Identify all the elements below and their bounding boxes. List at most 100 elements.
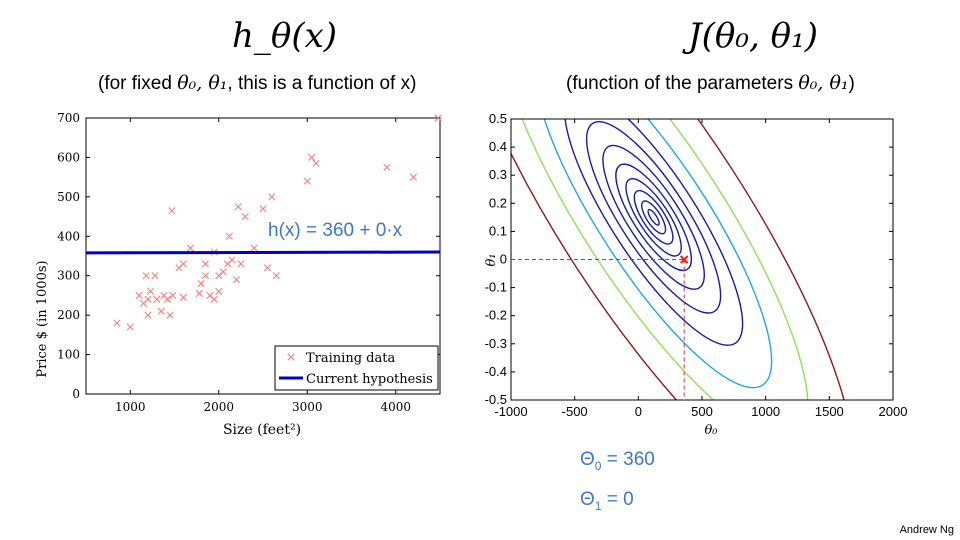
training-data-point: [113, 319, 121, 327]
training-data-point: [232, 276, 241, 284]
hypothesis-equation-annotation: h(x) = 360 + 0·x: [268, 220, 403, 241]
right-subtitle: (function of the parameters θ₀, θ₁): [566, 72, 855, 95]
training-data-point: [303, 177, 311, 185]
y-tick-label: 600: [57, 150, 80, 164]
theta1-tick-label: -0.3: [485, 336, 507, 351]
left-subtitle-prefix: (for fixed: [98, 73, 178, 94]
training-data-point: [434, 114, 442, 122]
right-subtitle-symbols: θ₀, θ₁: [798, 72, 849, 94]
training-data-point: [142, 272, 150, 280]
cost-contour-line: [511, 119, 809, 400]
y-tick-label: 300: [57, 269, 80, 283]
cost-contour-line: [585, 121, 722, 314]
right-subtitle-prefix: (function of the parameters: [566, 73, 799, 94]
cost-function-title: J(θ₀, θ₁): [688, 16, 818, 56]
theta1-tick-label: -0.1: [485, 280, 507, 295]
training-data-point: [135, 291, 143, 300]
training-data-point: [263, 264, 272, 272]
theta1-tick-label: 0.3: [489, 167, 507, 182]
training-data-point: [228, 256, 236, 264]
x-tick-label: 2000: [203, 400, 234, 414]
training-data-point: [215, 287, 223, 296]
cost-contour-line: [534, 119, 773, 389]
training-data-point: [144, 311, 152, 319]
theta0-tick-label: 1500: [815, 404, 844, 419]
y-tick-label: 400: [57, 229, 80, 243]
right-subtitle-suffix: ): [848, 73, 855, 94]
cost-contour-line: [633, 189, 674, 245]
theta1-tick-label: 0: [500, 252, 507, 267]
cost-contour-line: [563, 119, 744, 346]
training-data-point: [166, 311, 174, 319]
theta0-tick-label: -500: [562, 404, 588, 419]
current-parameter-marker: [679, 255, 689, 264]
theta1-tick-label: 0.2: [489, 195, 507, 210]
training-data-point: [195, 289, 203, 298]
left-subtitle-suffix: , this is a function of x): [227, 73, 417, 94]
theta0-tick-label: 2000: [879, 404, 908, 419]
training-data-point: [153, 295, 161, 303]
author-credit: Andrew Ng: [899, 524, 954, 536]
training-data-chart: 0 100 200 300 400 500 600 700 1000 2000 3000 4000 T…: [35, 111, 442, 438]
training-data-point: [147, 287, 155, 296]
theta0-value: = 360: [601, 449, 655, 470]
theta1-tick-label: -0.5: [485, 392, 507, 407]
theta0-tick-label: -1000: [494, 404, 527, 419]
theta1-tick-label: 0.1: [489, 223, 507, 238]
legend-box: [274, 345, 439, 391]
hypothesis-line: [85, 250, 441, 255]
training-data-point: [409, 173, 418, 181]
y-tick-label: 200: [57, 308, 80, 322]
theta0-subscript: 0: [594, 458, 602, 473]
cost-contour-chart: 0.5 0.4 0.3 0.2 0.1 0 -0.1 -0.2 -0.3 -0.4 -0.5-100…: [484, 111, 908, 435]
theta1-subscript: 1: [594, 498, 602, 513]
training-data-point: [151, 272, 159, 280]
training-data-point: [169, 291, 177, 300]
training-data-point: [201, 272, 210, 280]
theta0-axis-label: θ₀: [704, 423, 718, 435]
theta1-tick-label: 0.5: [489, 111, 507, 126]
training-data-point: [201, 260, 210, 268]
training-data-point: [241, 212, 249, 221]
training-data-point: [308, 153, 316, 162]
training-data-point: [126, 323, 134, 331]
training-data-point: [186, 244, 195, 252]
training-data-point: [157, 307, 165, 315]
training-data-point: [179, 293, 187, 301]
cost-contour-line: [615, 163, 693, 272]
training-data-point: [259, 205, 267, 213]
y-tick-label: 700: [57, 111, 80, 125]
training-data-point: [197, 280, 205, 288]
cost-contour-line: [641, 200, 667, 235]
theta0-symbol: Θ: [580, 449, 595, 470]
training-data-point: [163, 295, 172, 303]
theta1-axis-label: θ₁: [484, 253, 499, 266]
training-data-point: [268, 193, 276, 201]
theta0-readout: Θ0 = 360: [580, 449, 655, 473]
training-data-point: [210, 295, 218, 303]
training-data-point: [250, 244, 258, 252]
training-data-point: [225, 232, 233, 240]
y-axis-label: Price $ (in 1000s): [35, 260, 50, 377]
cost-contour-line: [647, 208, 660, 226]
chart-legend: Training data Current hypothesis: [274, 345, 439, 391]
left-subtitle-symbols: θ₀, θ₁: [177, 72, 228, 94]
legend-hypothesis-label: Current hypothesis: [306, 372, 433, 387]
cost-contour-line: [625, 178, 682, 257]
theta1-readout: Θ1 = 0: [580, 489, 634, 513]
training-data-point: [312, 159, 320, 167]
theta1-value: = 0: [601, 489, 634, 510]
legend-training-data-label: Training data: [306, 351, 395, 366]
x-tick-label: 1000: [115, 400, 146, 414]
cost-contour-line: [602, 144, 705, 290]
y-tick-label: 0: [72, 387, 80, 401]
x-tick-label: 4000: [380, 400, 411, 414]
legend-training-data-marker: [287, 353, 295, 361]
theta1-tick-label: 0.4: [489, 139, 507, 154]
training-data-point: [168, 207, 176, 215]
training-data-point: [144, 295, 152, 303]
theta1-tick-label: -0.2: [485, 308, 507, 323]
x-axis-label: Size (feet²): [223, 422, 301, 438]
hypothesis-title: h_θ(x): [232, 16, 338, 56]
left-subtitle: (for fixed θ₀, θ₁, this is a function of…: [98, 72, 416, 95]
